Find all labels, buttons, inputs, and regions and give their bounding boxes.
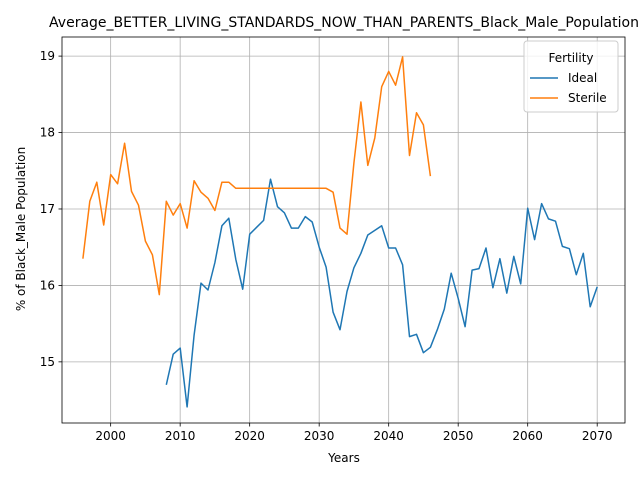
y-tick-label: 18 [40, 126, 55, 140]
x-tick-label: 2010 [165, 429, 196, 443]
legend-label-ideal: Ideal [568, 71, 597, 85]
x-tick-label: 2050 [443, 429, 474, 443]
legend: Fertility Ideal Sterile [524, 41, 618, 112]
legend-label-sterile: Sterile [568, 91, 607, 105]
series-line-sterile [83, 57, 431, 295]
x-tick-label: 2020 [234, 429, 265, 443]
x-tick-label: 2000 [95, 429, 126, 443]
x-tick-label: 2070 [582, 429, 613, 443]
x-tick-label: 2040 [373, 429, 404, 443]
x-tick-label: 2030 [304, 429, 335, 443]
legend-title: Fertility [548, 51, 593, 65]
y-tick-label: 15 [40, 355, 55, 369]
x-axis-title: Years [327, 451, 360, 465]
series-lines [83, 57, 597, 407]
y-tick-label: 17 [40, 202, 55, 216]
series-line-ideal [166, 179, 597, 407]
chart-title: Average_BETTER_LIVING_STANDARDS_NOW_THAN… [49, 15, 639, 31]
x-tick-label: 2060 [512, 429, 543, 443]
y-tick-label: 16 [40, 278, 55, 292]
y-axis-title: % of Black_Male Population [14, 147, 28, 311]
y-tick-label: 19 [40, 49, 55, 63]
